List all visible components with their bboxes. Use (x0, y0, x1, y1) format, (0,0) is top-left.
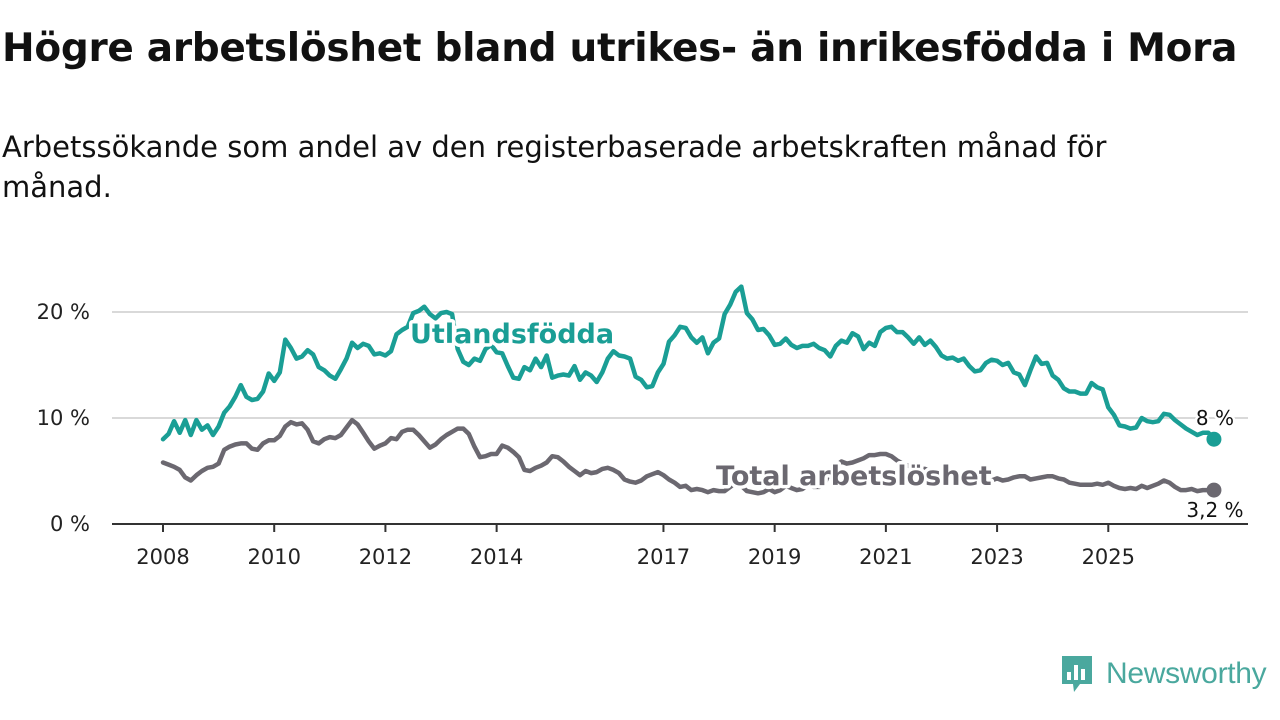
line-chart: 0 % 10 % 20 % 2008 2010 2012 2014 2017 2019 2021 2… (37, 284, 1248, 569)
brand-name: Newsworthy (1106, 657, 1267, 690)
x-tick-label: 2021 (859, 545, 912, 569)
series-label-total: Total arbetslöshet (716, 461, 992, 492)
newsworthy-logo-icon (1062, 656, 1092, 692)
y-tick-label: 10 % (37, 406, 90, 430)
y-tick-label: 20 % (37, 300, 90, 324)
end-label-total: 3,2 % (1186, 498, 1243, 522)
x-tick-label: 2019 (748, 545, 801, 569)
series-labels: 8 % 3,2 % Utlandsfödda Total arbetslöshet (407, 316, 1247, 525)
gridlines (112, 311, 1248, 419)
x-tick-label: 2012 (359, 545, 412, 569)
newsworthy-brand: Newsworthy (1060, 652, 1267, 696)
chart-subtitle: Arbetssökande som andel av den registerb… (2, 130, 1107, 204)
x-tick-label: 2017 (637, 545, 690, 569)
series-label-utlandsfodda: Utlandsfödda (410, 319, 614, 350)
y-tick-label: 0 % (50, 512, 90, 536)
end-marker-total (1206, 482, 1222, 498)
end-marker-utlandsfodda (1206, 431, 1222, 447)
x-tick-label: 2023 (970, 545, 1023, 569)
end-label-utlandsfodda: 8 % (1196, 406, 1234, 430)
x-tick-label: 2014 (470, 545, 523, 569)
x-tick-label: 2008 (136, 545, 189, 569)
axes: 0 % 10 % 20 % 2008 2010 2012 2014 2017 2019 2021 2… (37, 300, 1248, 569)
x-tick-label: 2010 (247, 545, 300, 569)
x-tick-label: 2025 (1082, 545, 1135, 569)
series-line-utlandsfodda (160, 284, 1217, 442)
series-line-total (160, 417, 1217, 496)
chart-title: Högre arbetslöshet bland utrikes- än inr… (2, 26, 1238, 71)
series-lines (160, 284, 1222, 498)
